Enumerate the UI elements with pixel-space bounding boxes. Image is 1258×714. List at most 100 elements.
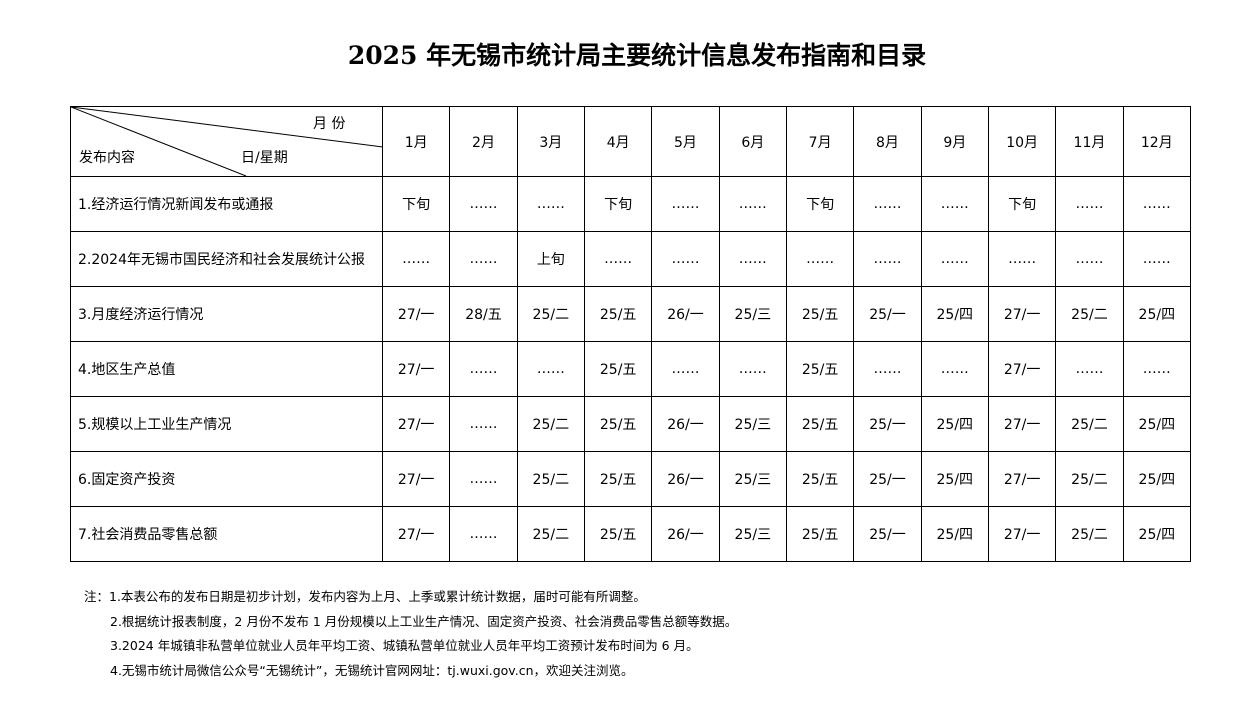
row-label: 6.固定资产投资 [70, 451, 383, 507]
month-header: 5月 [651, 106, 720, 177]
schedule-cell: …… [920, 231, 989, 287]
schedule-cell: 25/一 [853, 506, 922, 562]
month-axis-label: 月 份 [313, 116, 346, 132]
schedule-cell: 25/四 [1122, 451, 1192, 507]
schedule-cell: 下旬 [987, 176, 1057, 232]
schedule-cell: …… [651, 176, 720, 232]
schedule-cell: 25/五 [583, 341, 653, 397]
schedule-cell: …… [718, 341, 787, 397]
table-row: 1.经济运行情况新闻发布或通报 下旬………… 下旬………… 下旬………… 下旬………… [70, 176, 1192, 232]
footnote: 2.根据统计报表制度，2 月份不发布 1 月份规模以上工业生产情况、固定资产投资… [110, 613, 738, 629]
schedule-cell: 26/一 [651, 286, 720, 342]
table-row: 3.月度经济运行情况 27/一 28/五 25/二 25/五 26/一 25/三 25/五 25… [70, 286, 1192, 342]
schedule-cell: 25/二 [516, 286, 585, 342]
schedule-cell: 25/五 [583, 451, 653, 507]
schedule-cell: 27/一 [987, 396, 1057, 452]
schedule-cell: …… [516, 341, 585, 397]
row-label: 7.社会消费品零售总额 [70, 506, 383, 562]
schedule-cell: …… [516, 176, 585, 232]
month-header: 1月 [381, 106, 451, 177]
schedule-cell: 25/五 [785, 451, 855, 507]
table-row: 7.社会消费品零售总额 27/一…… 25/二 25/五 26/一 25/三 25/五 25/… [70, 506, 1192, 562]
schedule-cell: …… [920, 341, 989, 397]
schedule-cell: 25/三 [718, 286, 787, 342]
schedule-cell: 27/一 [987, 286, 1057, 342]
footnotes: 注：1.本表公布的发布日期是初步计划，发布内容为上月、上季或累计统计数据，届时可… [84, 585, 737, 683]
schedule-cell: 25/二 [1055, 506, 1124, 562]
schedule-cell: 25/五 [583, 286, 653, 342]
schedule-cell: 27/一 [987, 451, 1057, 507]
schedule-cell: 25/二 [516, 396, 585, 452]
month-header: 2月 [449, 106, 518, 177]
schedule-cell: 27/一 [381, 506, 451, 562]
content-axis-label: 发布内容 [79, 150, 135, 166]
footnote: 注：1.本表公布的发布日期是初步计划，发布内容为上月、上季或累计统计数据，届时可… [84, 589, 646, 604]
schedule-cell: 25/四 [1122, 506, 1192, 562]
schedule-cell: 25/三 [718, 396, 787, 452]
schedule-cell: 25/五 [785, 286, 855, 342]
schedule-cell: …… [853, 176, 922, 232]
month-header: 3月 [516, 106, 585, 177]
schedule-cell: 25/一 [853, 451, 922, 507]
schedule-cell: …… [651, 231, 720, 287]
month-header: 8月 [853, 106, 922, 177]
schedule-cell: …… [1055, 176, 1124, 232]
schedule-cell: 27/一 [987, 341, 1057, 397]
schedule-cell: 25/四 [1122, 396, 1192, 452]
schedule-cell: 25/二 [1055, 396, 1124, 452]
month-header: 4月 [583, 106, 653, 177]
schedule-cell: 下旬 [381, 176, 451, 232]
schedule-cell: 25/五 [583, 506, 653, 562]
schedule-cell: …… [651, 341, 720, 397]
schedule-cell: 25/五 [785, 506, 855, 562]
schedule-cell: 上旬 [516, 231, 585, 287]
schedule-cell: …… [1122, 176, 1192, 232]
schedule-cell: …… [718, 231, 787, 287]
schedule-cell: 25/一 [853, 286, 922, 342]
schedule-cell: …… [853, 231, 922, 287]
schedule-cell: 25/二 [516, 506, 585, 562]
schedule-cell: …… [583, 231, 653, 287]
schedule-cell: 25/四 [920, 286, 989, 342]
schedule-cell: …… [449, 451, 518, 507]
schedule-cell: 26/一 [651, 506, 720, 562]
schedule-cell: …… [449, 506, 518, 562]
release-schedule-table: 月 份 发布内容 日/星期 1月 2月 3月 4月 5月 6月 7月 8月 9月 10月 11月 12… [70, 106, 1192, 562]
schedule-cell: …… [381, 231, 451, 287]
schedule-cell: …… [449, 176, 518, 232]
schedule-cell: 25/二 [516, 451, 585, 507]
schedule-cell: 26/一 [651, 451, 720, 507]
schedule-cell: 27/一 [381, 451, 451, 507]
schedule-cell: 25/二 [1055, 451, 1124, 507]
footnote: 4.无锡市统计局微信公众号“无锡统计”，无锡统计官网网址：tj.wuxi.gov… [110, 662, 634, 678]
footnote: 3.2024 年城镇非私营单位就业人员年平均工资、城镇私营单位就业人员年平均工资… [110, 638, 699, 653]
schedule-cell: 25/三 [718, 506, 787, 562]
month-header: 11月 [1055, 106, 1124, 177]
table-row: 6.固定资产投资 27/一…… 25/二 25/五 26/一 25/三 25/五 25/一 25… [70, 451, 1192, 507]
schedule-cell: 25/四 [1122, 286, 1192, 342]
schedule-cell: …… [1122, 231, 1192, 287]
schedule-cell: 下旬 [583, 176, 653, 232]
schedule-cell: 27/一 [381, 396, 451, 452]
schedule-cell: 27/一 [987, 506, 1057, 562]
schedule-cell: 25/五 [785, 341, 855, 397]
schedule-cell: 25/五 [785, 396, 855, 452]
schedule-cell: …… [785, 231, 855, 287]
schedule-cell: 25/一 [853, 396, 922, 452]
table-row: 2.2024年无锡市国民经济和社会发展统计公报………… 上旬……………………………… [70, 231, 1192, 287]
schedule-cell: 下旬 [785, 176, 855, 232]
row-label: 3.月度经济运行情况 [70, 286, 383, 342]
table-row: 4.地区生产总值 27/一………… 25/五………… 25/五………… 27/一………… [70, 341, 1192, 397]
row-label: 5.规模以上工业生产情况 [70, 396, 383, 452]
schedule-cell: 25/三 [718, 451, 787, 507]
schedule-cell: …… [449, 396, 518, 452]
schedule-cell: …… [1055, 231, 1124, 287]
diagonal-header-cell: 月 份 发布内容 日/星期 [70, 106, 383, 177]
schedule-cell: 25/四 [920, 506, 989, 562]
row-label: 1.经济运行情况新闻发布或通报 [70, 176, 383, 232]
month-header: 6月 [718, 106, 787, 177]
schedule-cell: …… [718, 176, 787, 232]
schedule-cell: …… [920, 176, 989, 232]
schedule-cell: …… [1055, 341, 1124, 397]
schedule-cell: 28/五 [449, 286, 518, 342]
